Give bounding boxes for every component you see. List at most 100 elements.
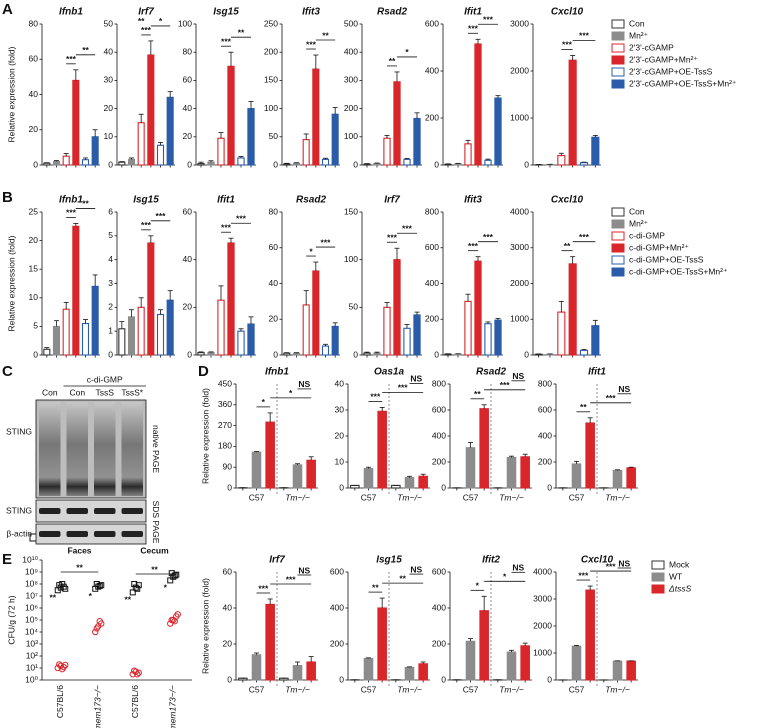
significance-label: * bbox=[476, 581, 480, 591]
bar bbox=[147, 54, 155, 166]
group-label: Tm−/− bbox=[285, 684, 310, 694]
point bbox=[168, 616, 175, 624]
bar bbox=[247, 108, 255, 166]
y-tick-label: 25 bbox=[29, 206, 39, 216]
panel-label: B bbox=[2, 189, 13, 206]
lane-label: TssS bbox=[96, 387, 115, 397]
legend-swatch bbox=[611, 267, 625, 277]
significance-label: * bbox=[89, 591, 93, 601]
bar bbox=[494, 97, 502, 166]
bar bbox=[393, 81, 401, 166]
y-tick-label: 0 bbox=[33, 349, 38, 359]
bar bbox=[251, 451, 262, 489]
y-tick-label: 30 bbox=[104, 75, 114, 85]
significance-label: ** bbox=[580, 402, 587, 412]
y-tick-label: 10 bbox=[29, 292, 39, 302]
significance-label: *** bbox=[606, 561, 617, 571]
bar bbox=[62, 308, 70, 356]
legend-label: c-di-GMP+OE-TssS+Mn²⁺ bbox=[629, 266, 728, 276]
y-tick-label: 1000 bbox=[510, 314, 529, 324]
bar bbox=[156, 313, 165, 356]
chart-title: Isg15 bbox=[376, 555, 402, 566]
y-tick-label: 10⁴ bbox=[25, 626, 38, 636]
legend-label: Mn²⁺ bbox=[629, 30, 649, 40]
x-tick-label: C57BL/6 bbox=[55, 685, 65, 718]
bar bbox=[612, 469, 623, 489]
bar bbox=[363, 657, 374, 681]
y-tick-label: 360 bbox=[218, 399, 232, 409]
y-tick-label: 3000 bbox=[510, 242, 529, 252]
y-tick-label: 40 bbox=[183, 103, 193, 113]
y-tick-label: 10² bbox=[26, 650, 38, 660]
bar bbox=[568, 263, 577, 356]
legend-swatch bbox=[611, 207, 625, 217]
significance-label: *** bbox=[221, 222, 232, 232]
significance-label: *** bbox=[483, 15, 494, 25]
bar bbox=[585, 422, 595, 489]
bar bbox=[418, 475, 428, 489]
y-tick-label: 10⁶ bbox=[25, 602, 38, 612]
significance-label: *** bbox=[500, 380, 511, 390]
bar bbox=[302, 139, 310, 166]
bar bbox=[227, 65, 235, 166]
legend-swatch bbox=[651, 584, 665, 594]
legend-label: 2'3'-cGAMP+OE-TssS+Mn²⁺ bbox=[629, 78, 737, 88]
panel-label: D bbox=[198, 363, 209, 380]
legend-label: Con bbox=[629, 206, 645, 216]
bar bbox=[568, 59, 577, 166]
blot-lane bbox=[66, 402, 88, 496]
legend-swatch bbox=[611, 19, 625, 29]
y-tick-label: 100 bbox=[344, 131, 358, 141]
significance-label: *** bbox=[236, 213, 247, 223]
chart-title: Cxcl10 bbox=[551, 195, 584, 206]
y-tick-label: 150 bbox=[264, 75, 278, 85]
chart-title: Ifnb1 bbox=[59, 7, 83, 18]
significance-label: * bbox=[262, 397, 266, 407]
bar bbox=[265, 421, 275, 489]
chart-title: Rsad2 bbox=[296, 195, 326, 206]
bar bbox=[464, 143, 472, 166]
row-label: STING bbox=[6, 426, 32, 436]
group-label: C57 bbox=[463, 684, 479, 694]
bar bbox=[127, 158, 136, 166]
y-tick-label: 200 bbox=[538, 456, 552, 466]
significance-label: * bbox=[503, 572, 507, 582]
y-tick-label: 0 bbox=[339, 482, 344, 492]
group-label: C57 bbox=[569, 492, 585, 502]
bar bbox=[43, 162, 51, 166]
y-tick-label: 400 bbox=[432, 602, 446, 612]
chart-title: Ifnb1 bbox=[265, 367, 289, 378]
row-label: β-actin bbox=[6, 528, 32, 538]
chart-title: Ifit3 bbox=[464, 195, 482, 206]
point bbox=[93, 625, 100, 632]
legend-label: 2'3'-cGAMP bbox=[629, 42, 674, 52]
y-tick-label: 10 bbox=[335, 456, 345, 466]
y-axis-label: Relative expression (fold) bbox=[6, 46, 16, 142]
bar bbox=[571, 645, 582, 681]
y-tick-label: 0 bbox=[353, 159, 358, 169]
bar bbox=[197, 163, 205, 166]
lane-label: Con bbox=[69, 387, 85, 397]
y-tick-label: 0 bbox=[227, 674, 232, 684]
chart-title: Cxcl10 bbox=[551, 7, 584, 18]
y-tick-label: 2 bbox=[108, 302, 113, 312]
bar bbox=[626, 660, 636, 681]
bar bbox=[166, 96, 174, 166]
bar bbox=[404, 477, 415, 489]
significance-label: *** bbox=[156, 211, 167, 221]
bar bbox=[363, 467, 374, 489]
group-label: Cecum bbox=[140, 545, 169, 555]
significance-label: ** bbox=[372, 582, 379, 592]
y-tick-label: 10³ bbox=[26, 638, 38, 648]
legend-swatch bbox=[611, 67, 625, 77]
panel-label: C bbox=[2, 363, 13, 380]
significance-label: NS bbox=[410, 564, 422, 574]
blot-band bbox=[121, 508, 143, 514]
significance-label: * bbox=[405, 47, 409, 57]
y-tick-label: 0 bbox=[187, 349, 192, 359]
group-label: Tm−/− bbox=[605, 684, 630, 694]
chart-title: Ifit2 bbox=[482, 555, 500, 566]
bar bbox=[118, 161, 126, 166]
group-label: C57 bbox=[361, 492, 377, 502]
group-label: Tm−/− bbox=[397, 684, 422, 694]
